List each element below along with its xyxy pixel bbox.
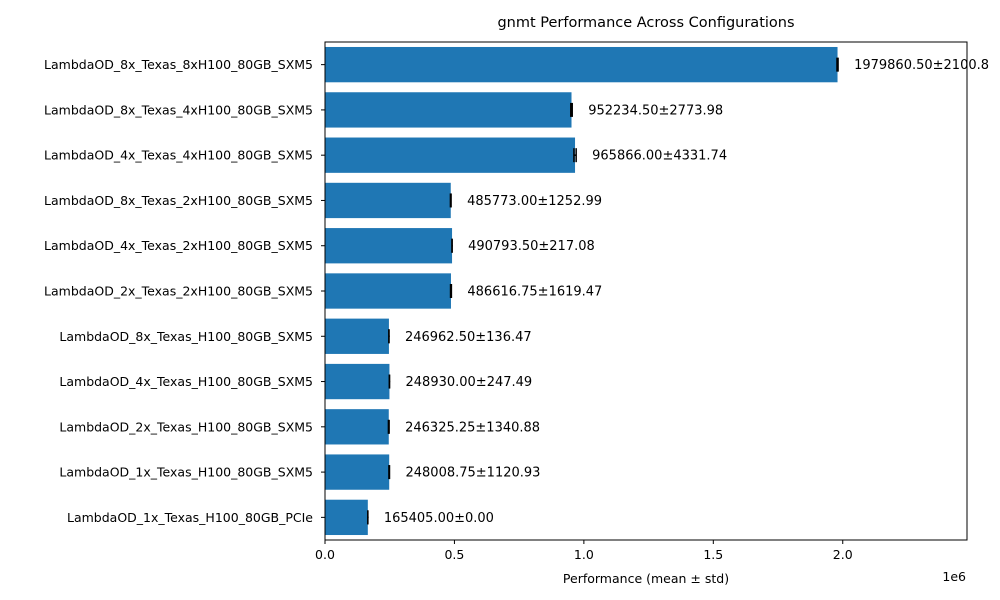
bar bbox=[325, 409, 389, 445]
x-axis: 0.0 0.5 1.0 1.5 2.0 bbox=[315, 540, 853, 562]
data-label: 1979860.50±2100.8 bbox=[854, 58, 989, 73]
y-tick-label: LambdaOD_2x_Texas_H100_80GB_SXM5 bbox=[59, 419, 313, 434]
bar bbox=[325, 363, 390, 400]
x-tick-label: 1.5 bbox=[703, 547, 723, 562]
bar bbox=[325, 182, 451, 219]
bar bbox=[325, 92, 572, 128]
y-tick-label: LambdaOD_8x_Texas_4xH100_80GB_SXM5 bbox=[44, 102, 313, 117]
y-tick-label: LambdaOD_4x_Texas_2xH100_80GB_SXM5 bbox=[44, 238, 313, 253]
bar bbox=[325, 228, 453, 264]
data-label: 246962.50±136.47 bbox=[405, 330, 532, 345]
y-tick-label: LambdaOD_4x_Texas_H100_80GB_SXM5 bbox=[59, 374, 313, 389]
y-tick-label: LambdaOD_1x_Texas_H100_80GB_PCIe bbox=[67, 510, 313, 525]
bar bbox=[325, 318, 389, 354]
bar bbox=[325, 499, 368, 536]
bar bbox=[325, 454, 390, 490]
data-label: 486616.75±1619.47 bbox=[467, 285, 602, 300]
plot-area: 1979860.50±2100.8 952234.50±2773.98 965866… bbox=[325, 46, 989, 536]
x-tick-label: 0.5 bbox=[444, 547, 464, 562]
y-tick-label: LambdaOD_1x_Texas_H100_80GB_SXM5 bbox=[59, 465, 313, 480]
data-label: 246325.25±1340.88 bbox=[405, 420, 540, 435]
y-tick-label: LambdaOD_8x_Texas_2xH100_80GB_SXM5 bbox=[44, 193, 313, 208]
x-axis-offset-text: 1e6 bbox=[942, 569, 966, 584]
y-tick-label: LambdaOD_4x_Texas_4xH100_80GB_SXM5 bbox=[44, 148, 313, 163]
x-tick-label: 2.0 bbox=[833, 547, 853, 562]
data-label: 248930.00±247.49 bbox=[406, 375, 533, 390]
y-tick-label: LambdaOD_2x_Texas_2xH100_80GB_SXM5 bbox=[44, 284, 313, 299]
chart-title: gnmt Performance Across Configurations bbox=[497, 15, 794, 31]
data-label: 485773.00±1252.99 bbox=[467, 194, 602, 209]
y-axis: LambdaOD_8x_Texas_8xH100_80GB_SXM5 Lambda… bbox=[44, 57, 325, 525]
bar bbox=[325, 46, 838, 83]
bar bbox=[325, 273, 451, 309]
bar bbox=[325, 137, 576, 173]
y-tick-label: LambdaOD_8x_Texas_8xH100_80GB_SXM5 bbox=[44, 57, 313, 72]
data-label: 952234.50±2773.98 bbox=[588, 103, 723, 118]
data-label: 165405.00±0.00 bbox=[384, 511, 494, 526]
data-label: 490793.50±217.08 bbox=[468, 239, 595, 254]
data-label: 248008.75±1120.93 bbox=[405, 466, 540, 481]
x-tick-label: 0.0 bbox=[315, 547, 335, 562]
data-label: 965866.00±4331.74 bbox=[592, 149, 727, 164]
x-tick-label: 1.0 bbox=[574, 547, 594, 562]
y-tick-label: LambdaOD_8x_Texas_H100_80GB_SXM5 bbox=[59, 329, 313, 344]
x-axis-label: Performance (mean ± std) bbox=[563, 571, 729, 586]
